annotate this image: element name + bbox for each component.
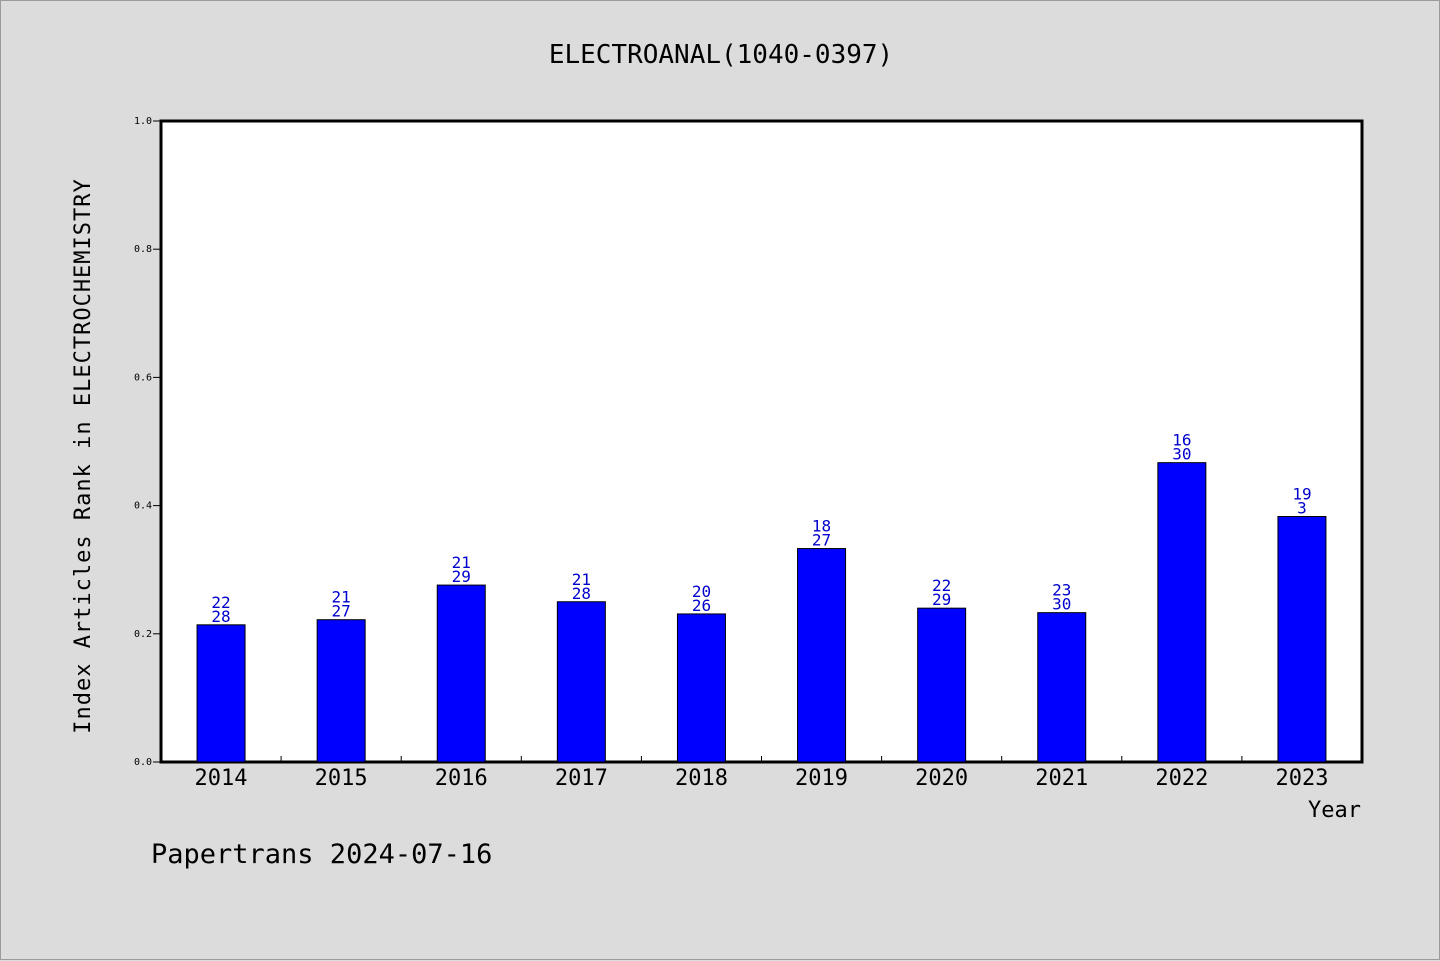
bar-data-label: 20 (692, 582, 711, 601)
x-tick-label: 2014 (195, 766, 248, 791)
bar (1037, 612, 1087, 763)
bar (797, 548, 847, 763)
chart-title: ELECTROANAL(1040-0397) (549, 40, 893, 70)
bar-data-label: 3 (1297, 498, 1307, 517)
bar (917, 607, 967, 763)
bar-data-label: 26 (692, 596, 711, 615)
y-tick-label: 1.0 (134, 116, 152, 127)
bar-data-label: 21 (452, 553, 471, 572)
bar-data-label: 22 (211, 593, 230, 612)
bar (676, 613, 726, 763)
bar-data-label: 30 (1052, 595, 1071, 614)
bar-data-label: 21 (332, 588, 351, 607)
bar-data-label: 28 (572, 584, 591, 603)
bar-data-label: 19 (1292, 484, 1311, 503)
x-tick-label: 2022 (1155, 766, 1208, 791)
y-tick-label: 0.4 (134, 501, 152, 512)
x-tick-label: 2016 (435, 766, 488, 791)
bar-data-label: 27 (332, 602, 351, 621)
footer-text: Papertrans 2024-07-16 (151, 839, 492, 870)
bar-data-label: 18 (812, 517, 831, 536)
bar (196, 624, 246, 763)
bar (436, 584, 486, 763)
bar-data-label: 16 (1172, 431, 1191, 450)
bar-data-label: 30 (1172, 445, 1191, 464)
y-axis: 0.0 0.2 0.4 0.6 0.8 1.0 (134, 116, 161, 768)
x-axis: 2014 2015 2016 2017 2018 2019 2020 2021 2022 2023 (195, 756, 1328, 791)
x-tick-label: 2021 (1035, 766, 1088, 791)
x-tick-label: 2020 (915, 766, 968, 791)
bar-data-label: 29 (932, 590, 951, 609)
x-tick-label: 2023 (1275, 766, 1328, 791)
y-tick-label: 0.0 (134, 757, 152, 768)
y-axis-label: Index Articles Rank in ELECTROCHEMISTRY (71, 178, 96, 734)
y-tick-label: 0.6 (134, 372, 152, 383)
bar-data-label: 29 (452, 567, 471, 586)
x-tick-label: 2017 (555, 766, 608, 791)
y-tick-label: 0.2 (134, 629, 152, 640)
bar-data-label: 22 (932, 576, 951, 595)
x-tick-label: 2018 (675, 766, 728, 791)
bar-data-label: 23 (1052, 581, 1071, 600)
bar (1157, 462, 1207, 763)
bar-data-label: 27 (812, 531, 831, 550)
bar (1277, 515, 1327, 763)
y-tick-label: 0.8 (134, 244, 152, 255)
x-tick-label: 2019 (795, 766, 848, 791)
bar-series (196, 462, 1327, 763)
x-tick-label: 2015 (315, 766, 368, 791)
bar-data-label: 28 (211, 607, 230, 626)
x-axis-label: Year (1308, 798, 1361, 823)
bar (316, 619, 366, 763)
bar-data-label: 21 (572, 570, 591, 589)
bar (556, 601, 606, 763)
